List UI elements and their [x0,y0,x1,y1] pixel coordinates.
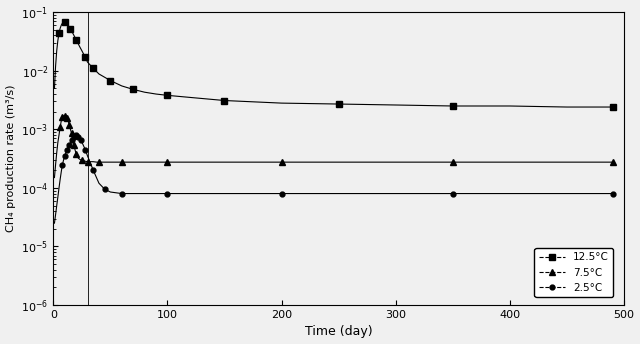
X-axis label: Time (day): Time (day) [305,325,372,338]
Y-axis label: CH₄ production rate (m³/s): CH₄ production rate (m³/s) [6,85,15,232]
Legend: 12.5°C, 7.5°C, 2.5°C: 12.5°C, 7.5°C, 2.5°C [534,248,613,297]
